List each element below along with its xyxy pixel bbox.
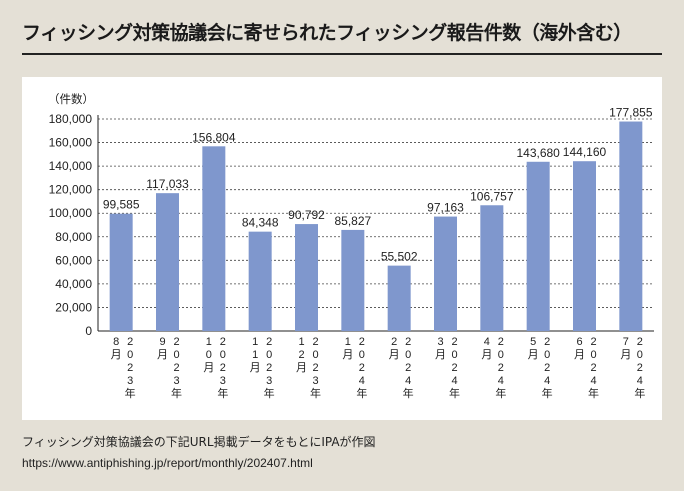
- y-tick-label: 100,000: [49, 206, 93, 220]
- bar-value-label: 106,757: [470, 189, 514, 203]
- bar-value-label: 177,855: [609, 106, 653, 120]
- y-tick-label: 120,000: [49, 183, 93, 197]
- bar: [202, 146, 226, 331]
- chart-panel: （件数） 0 20,000 40,000 60,000 80,000 100,000 120,…: [22, 77, 662, 420]
- bar: [248, 231, 272, 331]
- chart-title: フィッシング対策協議会に寄せられたフィッシング報告件数（海外含む）: [22, 22, 632, 44]
- y-tick-label: 160,000: [49, 136, 93, 150]
- bar-chart: （件数） 0 20,000 40,000 60,000 80,000 100,000 120,…: [48, 92, 654, 400]
- source-note: フィッシング対策協議会の下記URL掲載データをもとにIPAが作図: [22, 435, 376, 449]
- y-tick-label: 60,000: [55, 253, 92, 267]
- y-tick-label: 0: [85, 324, 92, 338]
- y-tick-label: 40,000: [55, 277, 92, 291]
- bar: [109, 213, 133, 331]
- bar: [341, 229, 365, 331]
- y-tick-label: 180,000: [49, 112, 93, 126]
- bar: [387, 265, 411, 331]
- y-tick-label: 140,000: [49, 159, 93, 173]
- y-tick-label: 20,000: [55, 300, 92, 314]
- bar-value-label: 90,792: [288, 208, 325, 222]
- bar-value-label: 117,033: [146, 177, 189, 191]
- bar: [480, 205, 504, 331]
- bar-value-label: 97,163: [427, 201, 464, 215]
- bar: [619, 121, 643, 331]
- y-axis-label: （件数）: [48, 92, 94, 106]
- bar-value-label: 143,680: [516, 146, 560, 160]
- bar: [526, 161, 550, 331]
- bar-value-label: 156,804: [192, 130, 236, 144]
- bar: [295, 224, 318, 331]
- bar-value-label: 99,585: [103, 198, 140, 212]
- bar: [573, 161, 596, 331]
- bar: [156, 193, 179, 331]
- source-url: https://www.antiphishing.jp/report/month…: [22, 456, 313, 470]
- title-underline: [22, 53, 662, 55]
- y-tick-label: 80,000: [55, 230, 92, 244]
- bar-value-label: 55,502: [381, 250, 418, 264]
- bar-value-label: 85,827: [334, 214, 371, 228]
- bar: [434, 216, 457, 331]
- bar-value-label: 84,348: [242, 216, 279, 230]
- bar-value-label: 144,160: [563, 145, 607, 159]
